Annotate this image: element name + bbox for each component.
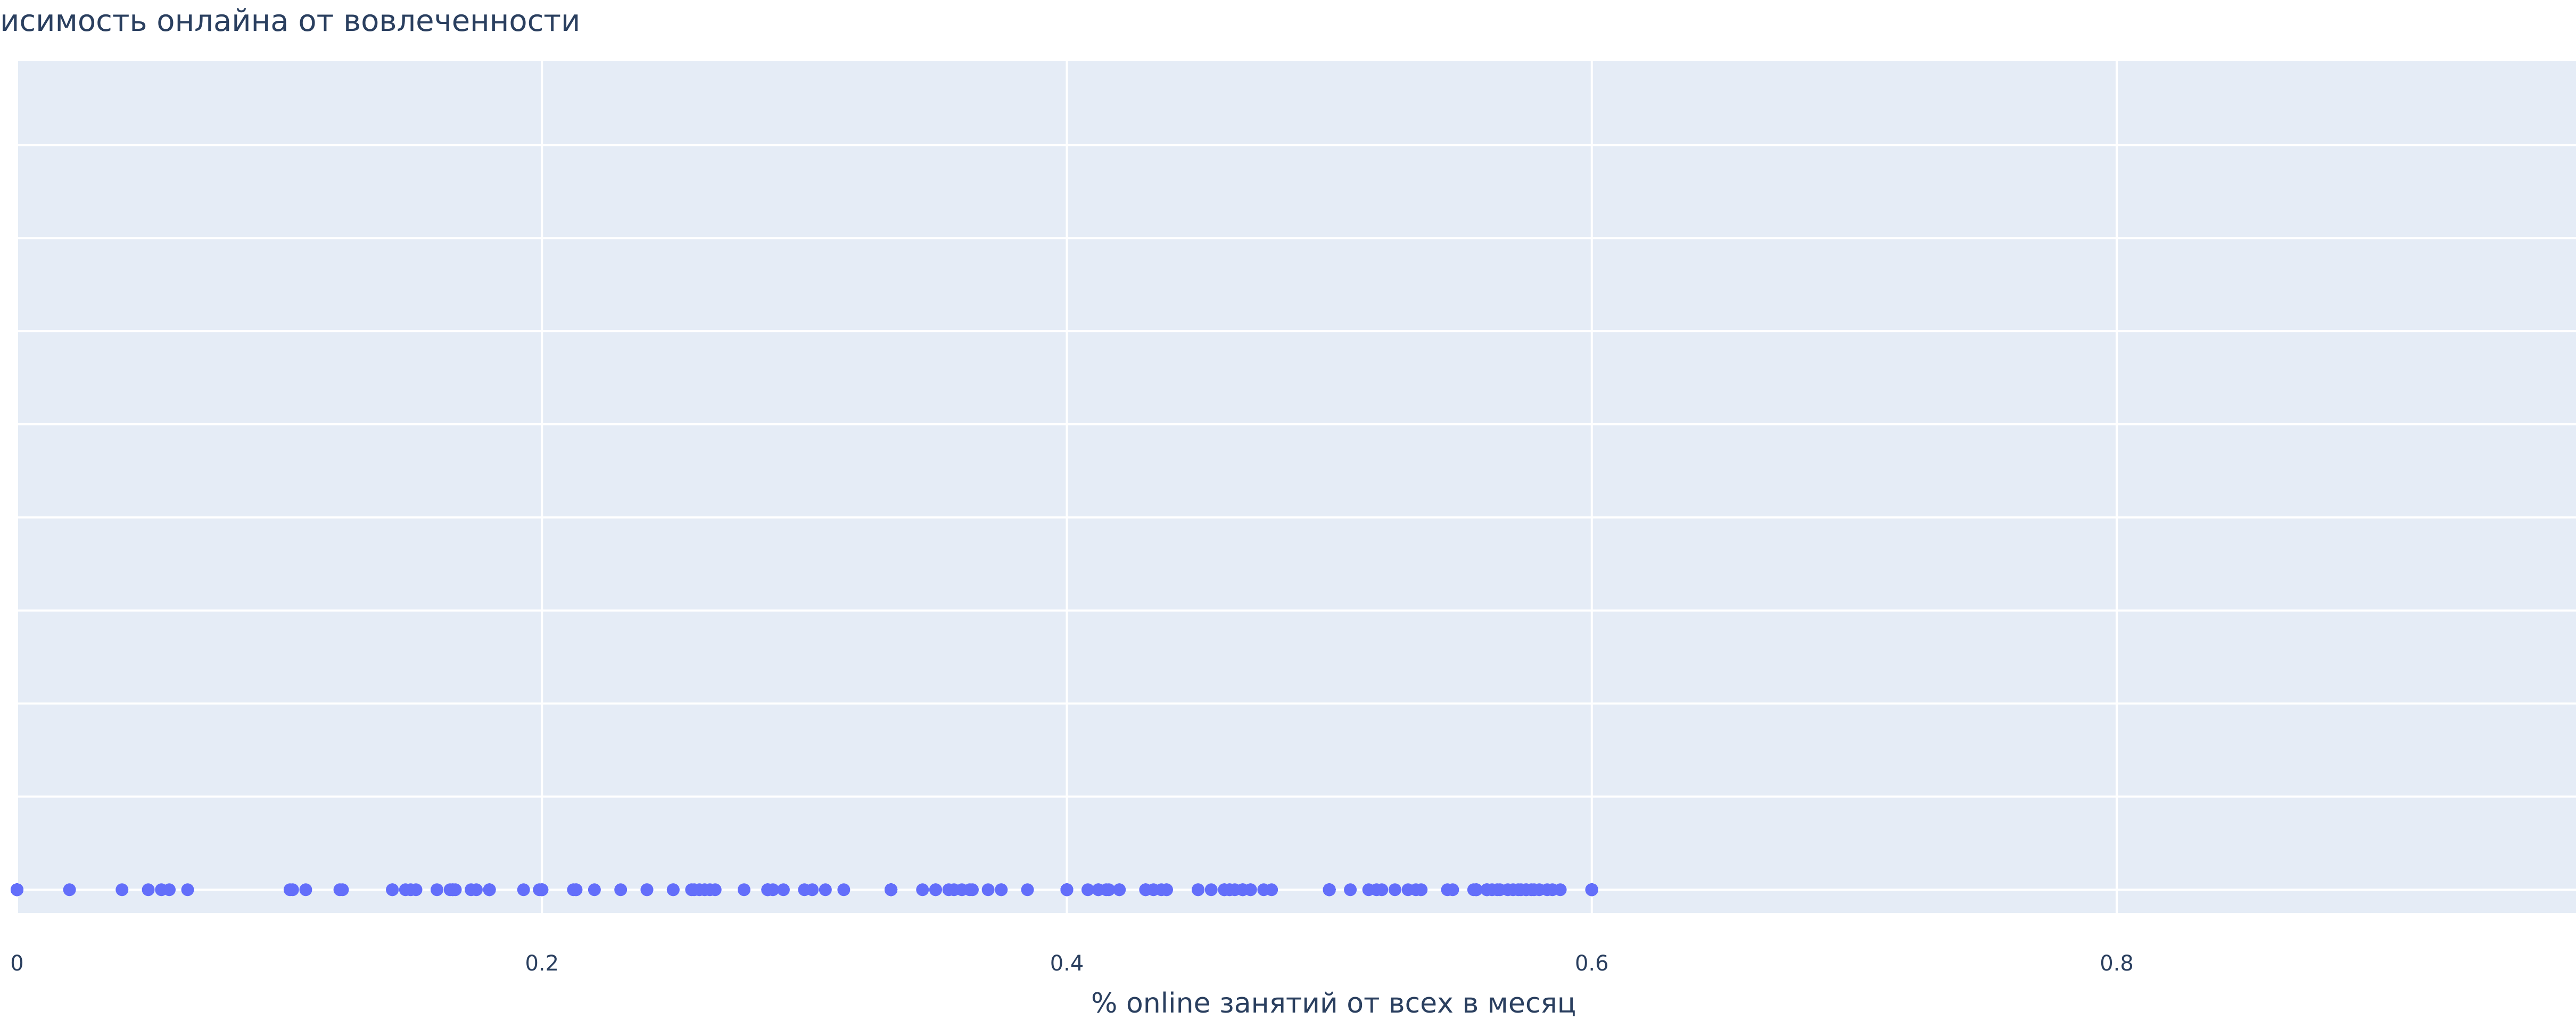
data-point — [708, 883, 722, 897]
data-point — [737, 883, 750, 897]
data-point — [431, 883, 444, 897]
data-point — [115, 883, 129, 897]
data-point — [1113, 883, 1126, 897]
data-point — [1021, 883, 1034, 897]
data-point — [666, 883, 680, 897]
data-point — [1469, 883, 1483, 897]
data-point — [1081, 883, 1094, 897]
data-point — [965, 883, 979, 897]
data-point — [806, 883, 819, 897]
x-tick-label: 0.8 — [2100, 951, 2134, 976]
data-point — [1160, 883, 1173, 897]
data-point — [449, 883, 462, 897]
data-point — [1375, 883, 1389, 897]
data-point — [588, 883, 601, 897]
x-axis-label: % online занятий от всех в месяц — [1091, 988, 1576, 1019]
data-point — [1388, 883, 1401, 897]
data-point — [163, 883, 176, 897]
chart-title: исимость онлайна от вовлеченности — [0, 4, 581, 38]
data-point — [614, 883, 628, 897]
data-point — [1323, 883, 1336, 897]
data-point — [1415, 883, 1428, 897]
data-point — [995, 883, 1008, 897]
data-point — [535, 883, 549, 897]
grid-lines — [16, 61, 2576, 913]
data-point — [929, 883, 942, 897]
data-point — [885, 883, 898, 897]
data-point — [1102, 883, 1116, 897]
data-point — [981, 883, 995, 897]
data-point — [181, 883, 194, 897]
data-point — [766, 883, 780, 897]
data-point — [299, 883, 312, 897]
data-point — [386, 883, 399, 897]
data-point — [142, 883, 155, 897]
data-point — [837, 883, 851, 897]
data-point — [1244, 883, 1257, 897]
data-point — [409, 883, 423, 897]
data-point — [1060, 883, 1074, 897]
data-point — [777, 883, 790, 897]
data-point — [916, 883, 929, 897]
data-point — [1192, 883, 1205, 897]
data-point — [569, 883, 583, 897]
data-point — [1265, 883, 1278, 897]
plot-area — [17, 61, 2576, 913]
data-point — [336, 883, 349, 897]
data-point — [286, 883, 299, 897]
data-point — [1446, 883, 1459, 897]
data-points — [11, 883, 1598, 897]
data-point — [483, 883, 496, 897]
x-tick-labels: 0 0.2 0.4 0.6 0.8 — [10, 951, 2134, 976]
data-point — [1344, 883, 1357, 897]
data-point — [517, 883, 530, 897]
data-point — [469, 883, 483, 897]
x-tick-label: 0.4 — [1050, 951, 1084, 976]
x-tick-label: 0.6 — [1575, 951, 1609, 976]
data-point — [1554, 883, 1567, 897]
data-point — [11, 883, 23, 897]
data-point — [819, 883, 832, 897]
data-point — [63, 883, 76, 897]
data-point — [1204, 883, 1218, 897]
x-tick-label: 0 — [10, 951, 23, 976]
data-point — [640, 883, 654, 897]
data-point — [1585, 883, 1598, 897]
x-tick-label: 0.2 — [525, 951, 559, 976]
